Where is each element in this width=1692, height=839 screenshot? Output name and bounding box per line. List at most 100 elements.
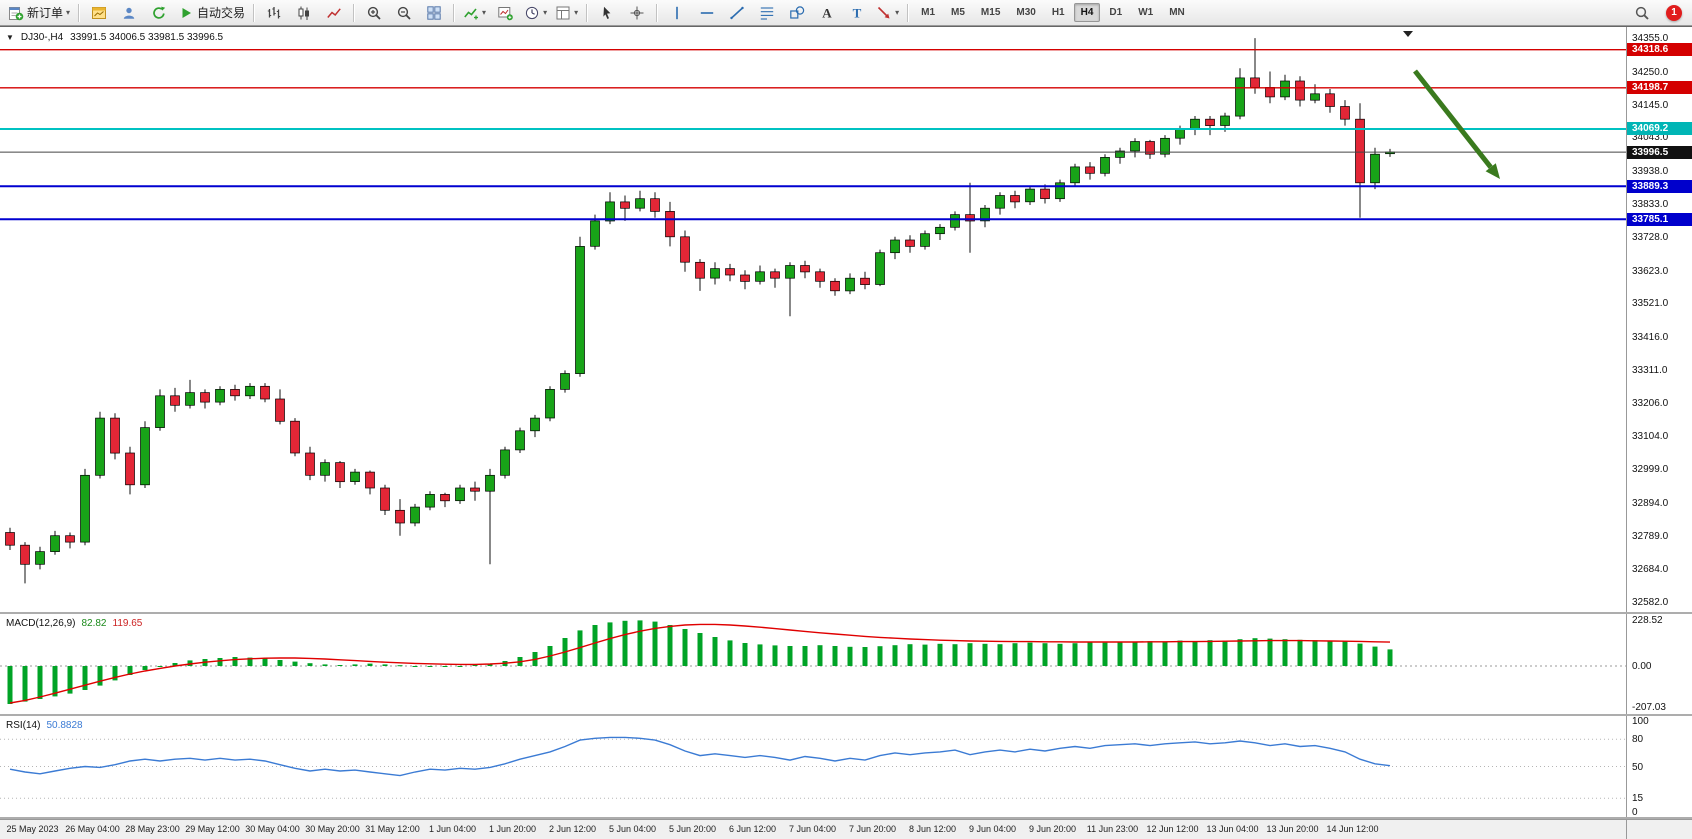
refresh-button[interactable]	[144, 1, 174, 25]
price-scale-label: 34355.0	[1632, 33, 1669, 45]
indicators-button[interactable]: ▾	[459, 1, 490, 25]
charts-cascade-button[interactable]	[84, 1, 114, 25]
clock-icon	[524, 5, 540, 21]
fibonacci-button[interactable]	[752, 1, 782, 25]
timeframe-button-m1[interactable]: M1	[921, 7, 936, 18]
price-scale-label: 32684.0	[1632, 564, 1669, 576]
symbol-dropdown-icon[interactable]: ▼	[6, 33, 14, 42]
hline-icon	[699, 5, 715, 21]
macd-canvas[interactable]	[0, 614, 1626, 714]
trendline-button[interactable]	[722, 1, 752, 25]
rsi-scale[interactable]: 100 80 50 15 0	[1626, 716, 1692, 818]
chart-window-icon	[91, 5, 107, 21]
time-axis-label: 14 Jun 12:00	[1326, 824, 1379, 834]
price-scale-label: 34043.0	[1632, 132, 1669, 144]
price-scale-label: 33521.0	[1632, 298, 1669, 310]
price-scale-label: 33938.0	[1632, 165, 1669, 177]
market-watch-button[interactable]	[114, 1, 144, 25]
templates-button[interactable]: ▾	[551, 1, 582, 25]
template-icon	[555, 5, 571, 21]
vertical-line-button[interactable]	[662, 1, 692, 25]
macd-scale[interactable]: 228.52 0.00 -207.03	[1626, 614, 1692, 714]
price-tag: 34318.6	[1627, 43, 1692, 57]
price-tag: 33785.1	[1627, 212, 1692, 226]
macd-scale-label: -207.03	[1632, 702, 1666, 714]
price-scale-label: 33623.0	[1632, 265, 1669, 277]
text-icon: A	[819, 5, 835, 21]
toolbar-separator	[253, 3, 256, 22]
time-axis-label: 6 Jun 12:00	[728, 824, 777, 834]
zoom-out-button[interactable]	[389, 1, 419, 25]
symbol-period-label: DJ30-,H4	[20, 32, 64, 43]
price-scale-label: 32999.0	[1632, 464, 1669, 476]
toolbar-separator	[656, 3, 659, 22]
time-axis-label: 1 Jun 20:00	[488, 824, 537, 834]
timeframe-button-h4[interactable]: H4	[1073, 3, 1101, 22]
svg-text:A: A	[822, 5, 832, 20]
time-axis-label: 29 May 12:00	[185, 824, 240, 834]
price-scale[interactable]: 34355.0 34250.0 34145.0 34043.0 33938.0 33833…	[1626, 27, 1692, 612]
search-icon	[1634, 5, 1650, 21]
timeframe-button-d1[interactable]: D1	[1109, 7, 1123, 18]
time-axis-label: 13 Jun 20:00	[1266, 824, 1319, 834]
toolbar-groups: 新订单 ▾ 自动交易 ▾ ▾ ▾ A T ▾ M1 M5 M15 M30 H1 H4 D1 W1 MN	[4, 0, 1193, 25]
auto-trading-button[interactable]: 自动交易	[174, 1, 249, 25]
vline-icon	[669, 5, 685, 21]
pane-separator-rsi[interactable]	[0, 714, 1692, 716]
new-order-button-label: 新订单	[27, 6, 64, 20]
line-chart-button[interactable]	[319, 1, 349, 25]
toolbar-separator	[907, 3, 910, 22]
caret-down-icon: ▾	[895, 8, 900, 17]
time-axis-label: 1 Jun 04:00	[428, 824, 477, 834]
bars-icon	[266, 5, 282, 21]
macd-label: MACD(12,26,9) 82.82 119.65	[6, 618, 142, 629]
chart-add-icon	[497, 5, 513, 21]
text-label-button[interactable]: T	[842, 1, 872, 25]
timeframe-button-h1[interactable]: H1	[1051, 7, 1065, 18]
add-chart-button[interactable]	[490, 1, 520, 25]
auto-trading-button-label: 自动交易	[197, 6, 246, 20]
rsi-canvas[interactable]	[0, 716, 1626, 817]
price-scale-label: 33728.0	[1632, 232, 1669, 244]
zoom-out-icon	[396, 5, 412, 21]
candlestick-chart-button[interactable]	[289, 1, 319, 25]
timeframe-button-m30[interactable]: M30	[1016, 7, 1036, 18]
caret-down-icon: ▾	[482, 8, 487, 17]
notification-badge[interactable]: 1	[1666, 4, 1682, 21]
crosshair-icon	[629, 5, 645, 21]
indicator-icon	[463, 5, 479, 21]
new-order-button[interactable]: 新订单 ▾	[4, 1, 74, 25]
price-tag: 33996.5	[1627, 145, 1692, 159]
pane-separator-macd[interactable]	[0, 612, 1692, 614]
timeframe-button-m5[interactable]: M5	[951, 7, 965, 18]
crosshair-button[interactable]	[622, 1, 652, 25]
time-axis[interactable]: 25 May 2023 26 May 04:00 28 May 23:00 29 Ma…	[0, 819, 1692, 839]
price-scale-label: 32582.0	[1632, 596, 1669, 608]
zoom-in-button[interactable]	[359, 1, 389, 25]
rsi-value: 50.8828	[46, 720, 83, 731]
bar-chart-button[interactable]	[259, 1, 289, 25]
cursor-button[interactable]	[592, 1, 622, 25]
timeframe-button-mn[interactable]: MN	[1169, 7, 1185, 18]
text-button[interactable]: A	[812, 1, 842, 25]
main-chart-canvas[interactable]	[0, 27, 1626, 612]
trendline-icon	[729, 5, 745, 21]
toolbar-separator	[353, 3, 356, 22]
time-axis-label: 31 May 12:00	[365, 824, 420, 834]
periods-button[interactable]: ▾	[520, 1, 551, 25]
chart-title: ▼ DJ30-,H4 33991.5 34006.5 33981.5 33996…	[6, 32, 223, 43]
caret-down-icon: ▾	[574, 8, 579, 17]
tile-windows-button[interactable]	[419, 1, 449, 25]
time-axis-label: 26 May 04:00	[65, 824, 120, 834]
time-axis-label: 7 Jun 04:00	[788, 824, 837, 834]
timeframe-button-m15[interactable]: M15	[980, 7, 1001, 18]
toolbar-separator	[586, 3, 589, 22]
horizontal-line-button[interactable]	[692, 1, 722, 25]
chart-window: ▼ DJ30-,H4 33991.5 34006.5 33981.5 33996…	[0, 26, 1692, 839]
shapes-button[interactable]	[782, 1, 812, 25]
timeframe-button-w1[interactable]: W1	[1138, 7, 1154, 18]
arrows-button[interactable]: ▾	[872, 1, 903, 25]
search-button[interactable]	[1627, 1, 1657, 25]
svg-text:T: T	[853, 5, 862, 20]
